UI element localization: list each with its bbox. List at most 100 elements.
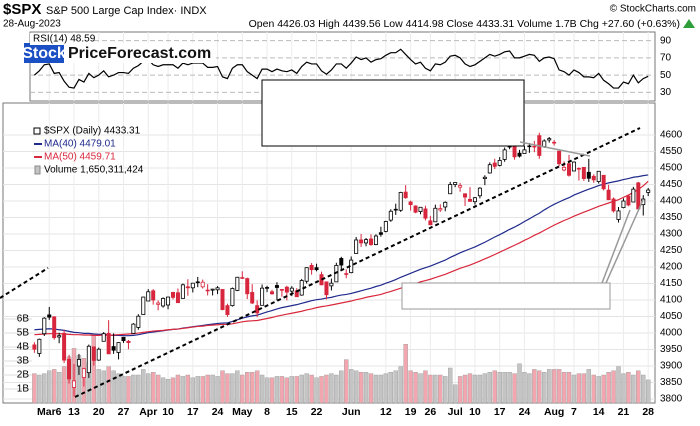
y-tick-label: 3850 bbox=[660, 377, 683, 388]
volume-bar bbox=[547, 369, 552, 404]
candle-body bbox=[230, 288, 235, 307]
legend-swatch bbox=[33, 127, 41, 135]
symbol: $SPX bbox=[3, 1, 41, 18]
volume-bar bbox=[586, 369, 591, 404]
volume-bar bbox=[353, 370, 359, 404]
volume-bar bbox=[344, 359, 349, 404]
candle-body bbox=[289, 287, 294, 292]
volume-bar bbox=[646, 379, 651, 404]
y-tick-label: 4100 bbox=[660, 295, 683, 306]
trend-line bbox=[0, 267, 49, 299]
pattern-arrow bbox=[605, 199, 644, 284]
candle-layer bbox=[32, 132, 651, 397]
rsi-label-box bbox=[30, 33, 94, 45]
volume-bar bbox=[561, 372, 567, 404]
candle-body bbox=[467, 198, 472, 202]
volume-bar bbox=[363, 372, 369, 404]
candle-body bbox=[458, 185, 463, 188]
candle-body bbox=[210, 288, 215, 291]
candle-body bbox=[571, 161, 576, 172]
candle-body bbox=[408, 201, 413, 206]
candle-body bbox=[601, 174, 606, 190]
candle-body bbox=[215, 287, 220, 291]
volume-bar bbox=[195, 376, 200, 404]
candle-body bbox=[512, 146, 517, 158]
candle-body bbox=[557, 150, 562, 165]
candle-body bbox=[581, 166, 586, 179]
volume-bar bbox=[591, 374, 596, 404]
candle-body bbox=[552, 141, 557, 144]
volume-bar bbox=[334, 374, 339, 404]
volume-bar bbox=[512, 373, 517, 404]
volume-bar bbox=[304, 373, 309, 404]
volume-bar bbox=[254, 370, 260, 404]
volume-bar bbox=[141, 369, 146, 404]
volume-bar bbox=[477, 374, 483, 404]
volume-bar bbox=[225, 373, 230, 404]
volume-bar bbox=[240, 374, 245, 404]
candle-body bbox=[428, 220, 433, 226]
volume-bar bbox=[279, 376, 285, 404]
y-tick-label: 4150 bbox=[660, 278, 683, 289]
candle-body bbox=[492, 162, 497, 167]
volume-bar bbox=[245, 372, 250, 404]
volume-bar bbox=[358, 372, 364, 404]
candle-body bbox=[304, 267, 309, 282]
candle-body bbox=[200, 281, 205, 288]
candle-body bbox=[616, 210, 621, 220]
candle-body bbox=[418, 206, 423, 212]
volume-bar bbox=[448, 367, 453, 404]
candle-body bbox=[284, 286, 289, 293]
y-tick-label: 4300 bbox=[660, 229, 683, 240]
volume-bar bbox=[170, 377, 176, 404]
candle-body bbox=[47, 314, 52, 318]
candle-body bbox=[378, 232, 383, 235]
candle-body bbox=[235, 276, 240, 291]
x-tick-label: 21 bbox=[618, 406, 630, 418]
volume-bar bbox=[413, 372, 418, 404]
candle-body bbox=[502, 149, 507, 160]
volume-bar bbox=[443, 376, 448, 404]
candle-body bbox=[205, 289, 210, 292]
quote: Open 4426.03 High 4439.56 Low 4414.98 Cl… bbox=[249, 18, 680, 30]
volume-bar bbox=[329, 373, 334, 404]
candle-body bbox=[62, 332, 67, 361]
y-tick-label: 4200 bbox=[660, 262, 683, 273]
volume-bar bbox=[556, 369, 562, 404]
volume-bar bbox=[165, 379, 171, 404]
logo-right: PriceForecast.com bbox=[68, 45, 211, 62]
y-tick-label: 4250 bbox=[660, 245, 683, 256]
volume-bar bbox=[408, 370, 413, 404]
volume-bar bbox=[101, 370, 106, 404]
candle-body bbox=[245, 278, 250, 295]
volume-bar bbox=[393, 370, 398, 404]
candle-body bbox=[57, 335, 62, 338]
volume-tick-label: 2B bbox=[17, 370, 30, 381]
volume-bar bbox=[373, 374, 379, 404]
x-tick-label: May bbox=[232, 406, 253, 418]
volume-bar bbox=[438, 374, 443, 404]
y-tick-label: 4500 bbox=[660, 163, 683, 174]
candle-body bbox=[166, 296, 171, 306]
candle-body bbox=[91, 346, 96, 361]
candle-body bbox=[373, 235, 378, 245]
candle-body bbox=[220, 289, 225, 311]
candle-body bbox=[309, 264, 314, 271]
volume-bar bbox=[324, 374, 329, 404]
candle-body bbox=[81, 368, 86, 378]
volume-bar bbox=[418, 373, 423, 404]
candle-body bbox=[32, 344, 37, 350]
rsi-label: RSI(14) 48.59 bbox=[33, 34, 96, 45]
volume-tick-label: 1B bbox=[17, 384, 30, 395]
volume-bar bbox=[160, 377, 166, 404]
volume-bar bbox=[235, 370, 240, 404]
volume-bar bbox=[403, 344, 408, 404]
candle-body bbox=[596, 170, 601, 182]
volume-bar bbox=[155, 374, 161, 404]
volume-bar bbox=[576, 373, 582, 404]
candle-body bbox=[576, 167, 581, 170]
volume-bar bbox=[383, 373, 389, 404]
volume-bar bbox=[210, 374, 215, 404]
volume-tick-label: 5B bbox=[17, 328, 30, 339]
candle-body bbox=[175, 292, 180, 304]
